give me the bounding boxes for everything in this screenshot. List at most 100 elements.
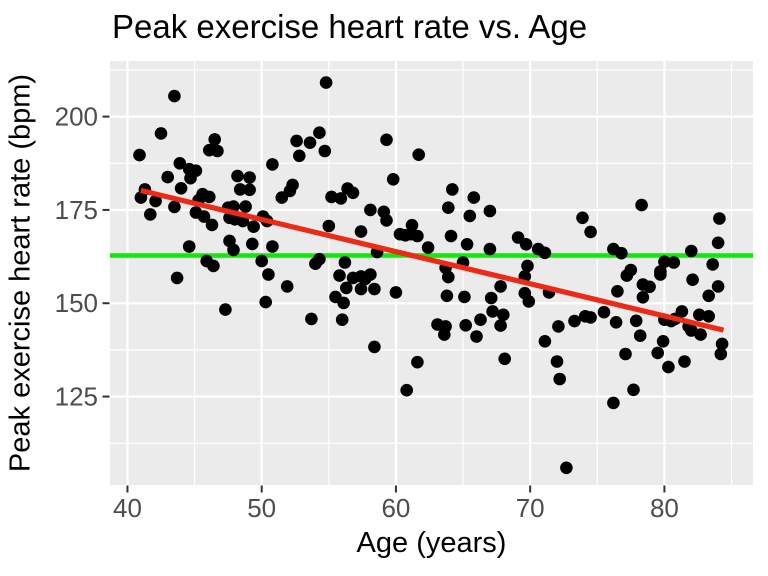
data-point — [386, 173, 400, 186]
data-point — [380, 214, 393, 227]
data-point — [685, 244, 698, 258]
data-point — [243, 183, 256, 197]
data-point — [620, 269, 634, 282]
data-point — [713, 212, 726, 225]
data-point — [694, 328, 707, 341]
data-point — [346, 186, 360, 200]
data-point — [444, 229, 458, 243]
data-point — [380, 133, 393, 147]
data-point — [483, 204, 497, 218]
data-point — [538, 246, 552, 260]
data-point — [678, 355, 691, 368]
data-point — [313, 252, 326, 266]
data-point — [247, 220, 260, 233]
data-point — [446, 183, 459, 196]
data-point — [161, 170, 174, 184]
data-point — [486, 305, 499, 318]
data-point — [636, 291, 650, 304]
data-point — [255, 254, 268, 268]
data-point — [627, 383, 640, 397]
data-point — [233, 183, 247, 196]
data-point — [597, 305, 611, 319]
data-point — [389, 286, 403, 299]
data-point — [474, 313, 487, 327]
data-point — [711, 280, 725, 293]
data-point — [607, 396, 620, 410]
data-point — [431, 318, 444, 331]
y-axis-title: Peak exercise heart rate (bpm) — [4, 73, 37, 473]
data-point — [411, 355, 424, 369]
data-point — [340, 281, 353, 295]
data-point — [325, 190, 338, 204]
data-point — [290, 134, 303, 148]
data-point — [656, 335, 670, 348]
data-point — [203, 190, 216, 204]
data-point — [421, 241, 435, 254]
data-point — [522, 295, 536, 308]
data-point — [498, 352, 512, 366]
data-point — [149, 194, 162, 208]
data-point — [333, 269, 346, 282]
data-point — [246, 237, 259, 251]
data-point — [643, 280, 656, 294]
data-point — [405, 218, 419, 232]
data-point — [243, 171, 256, 184]
data-point — [611, 285, 624, 298]
y-tick-label: 175 — [55, 195, 98, 225]
data-point — [266, 240, 279, 253]
data-point — [208, 133, 221, 146]
data-point — [239, 200, 252, 213]
x-tick-label: 50 — [247, 493, 276, 523]
data-point — [280, 280, 294, 293]
data-point — [494, 319, 507, 332]
data-point — [134, 191, 148, 204]
data-point — [584, 311, 597, 324]
y-tick-label: 150 — [55, 288, 98, 318]
x-tick-label: 40 — [113, 493, 142, 523]
x-tick-label: 80 — [650, 493, 679, 523]
x-tick-label: 70 — [516, 493, 545, 523]
data-point — [364, 268, 377, 281]
data-point — [715, 337, 729, 351]
data-point — [354, 225, 368, 238]
data-point — [519, 238, 533, 251]
data-point — [442, 270, 455, 284]
data-point — [662, 360, 675, 374]
data-point — [168, 89, 181, 103]
data-point — [714, 347, 728, 361]
data-point — [197, 210, 211, 223]
data-point — [313, 126, 326, 139]
data-point — [459, 319, 473, 332]
y-tick-label: 125 — [55, 382, 98, 412]
data-point — [633, 329, 647, 343]
data-point — [411, 229, 424, 243]
data-point — [615, 246, 628, 260]
data-point — [266, 158, 279, 171]
data-point — [497, 308, 510, 322]
data-point — [364, 203, 377, 217]
data-point — [467, 191, 481, 204]
data-point — [286, 178, 299, 192]
data-point — [203, 143, 216, 157]
data-point — [412, 148, 426, 161]
data-point — [711, 236, 725, 250]
data-point — [706, 258, 719, 271]
data-point — [184, 171, 197, 185]
data-point — [293, 149, 306, 163]
data-point — [568, 314, 581, 328]
data-point — [219, 303, 232, 316]
plot-panel — [110, 61, 753, 485]
data-point — [629, 314, 643, 328]
data-point — [305, 312, 318, 326]
data-point — [442, 201, 455, 214]
data-point — [463, 209, 477, 223]
data-point — [322, 219, 336, 233]
data-point — [168, 200, 181, 214]
data-point — [458, 290, 471, 304]
data-point — [494, 280, 507, 293]
chart-title: Peak exercise heart rate vs. Age — [112, 8, 588, 45]
data-point — [170, 271, 184, 285]
data-point — [667, 256, 681, 269]
data-point — [231, 169, 244, 183]
